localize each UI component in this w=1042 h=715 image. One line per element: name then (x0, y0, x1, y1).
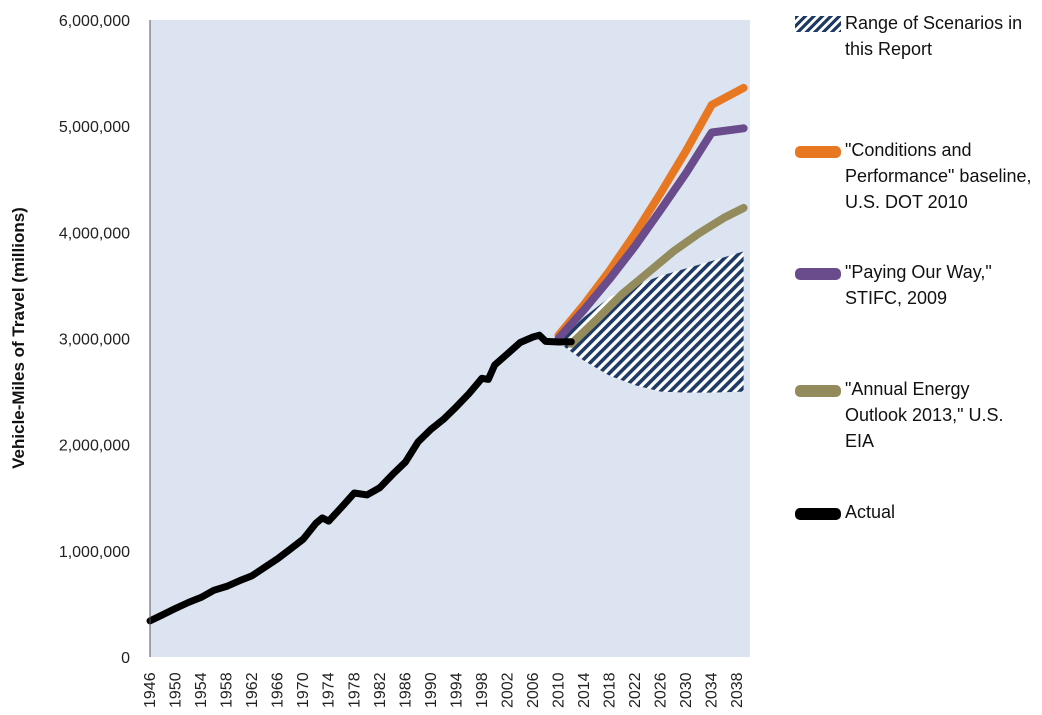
x-tick-label: 2022 (627, 672, 644, 708)
x-tick-label: 1954 (193, 672, 210, 708)
y-tick-label: 1,000,000 (59, 544, 130, 561)
x-tick-label: 1994 (448, 672, 465, 708)
x-tick-label: 2010 (551, 672, 568, 708)
legend-swatch-range (795, 16, 841, 32)
x-tick-label: 1966 (270, 672, 287, 708)
legend-label-actual: Actual (845, 502, 896, 522)
legend-item-annual-energy-outlook: "Annual Energy Outlook 2013," U.S. EIA (795, 376, 1035, 454)
legend-item-range: Range of Scenarios in this Report (795, 10, 1035, 62)
x-tick-label: 1978 (346, 672, 363, 708)
legend-label-conditions-performance: "Conditions and Performance" baseline, U… (845, 140, 1032, 212)
x-tick-label: 2014 (576, 672, 593, 708)
x-tick-label: 2026 (653, 672, 670, 708)
x-tick-label: 1990 (423, 672, 440, 708)
x-tick-label: 1970 (295, 672, 312, 708)
legend-item-paying-our-way: "Paying Our Way," STIFC, 2009 (795, 259, 1035, 311)
series-line-annual-energy-outlook (567, 203, 748, 348)
legend-swatch-actual (795, 508, 841, 520)
x-tick-label: 1958 (219, 672, 236, 708)
y-tick-label: 5,000,000 (59, 119, 130, 136)
legend-swatch-conditions-performance (795, 146, 841, 158)
x-tick-label: 1982 (372, 672, 389, 708)
x-tick-label: 1986 (397, 672, 414, 708)
x-tick-label: 2030 (678, 672, 695, 708)
x-tick-label: 1962 (244, 672, 261, 708)
chart-area: 0 1,000,000 2,000,000 3,000,000 4,000,000 5,0… (9, 13, 750, 708)
y-tick-label: 4,000,000 (59, 225, 130, 242)
y-tick-label: 2,000,000 (59, 438, 130, 455)
range-area (558, 251, 744, 393)
x-tick-label: 1998 (474, 672, 491, 708)
legend-label-paying-our-way: "Paying Our Way," STIFC, 2009 (845, 262, 992, 308)
x-tick-label: 2034 (704, 672, 721, 708)
legend-item-actual: Actual (795, 499, 1035, 525)
x-tick-label: 1974 (321, 672, 338, 708)
legend-swatch-annual-energy-outlook (795, 385, 841, 397)
y-tick-label: 0 (121, 650, 130, 667)
legend-label-annual-energy-outlook: "Annual Energy Outlook 2013," U.S. EIA (845, 379, 1004, 451)
y-axis-label: Vehicle-Miles of Travel (millions) (9, 207, 28, 469)
x-tick-label: 2002 (499, 672, 516, 708)
legend-swatch-paying-our-way (795, 268, 841, 280)
series-line-paying-our-way (554, 124, 748, 343)
x-tick-label: 2038 (729, 672, 746, 708)
x-tick-label: 2006 (525, 672, 542, 708)
y-tick-label: 6,000,000 (59, 13, 130, 30)
x-tick-label: 1950 (168, 672, 185, 708)
legend-item-conditions-performance: "Conditions and Performance" baseline, U… (795, 137, 1035, 215)
x-tick-label: 1946 (142, 672, 159, 708)
series-line-actual (146, 331, 575, 625)
legend-label-range: Range of Scenarios in this Report (845, 13, 1023, 59)
x-tick-label: 2018 (602, 672, 619, 708)
y-tick-label: 3,000,000 (59, 332, 130, 349)
